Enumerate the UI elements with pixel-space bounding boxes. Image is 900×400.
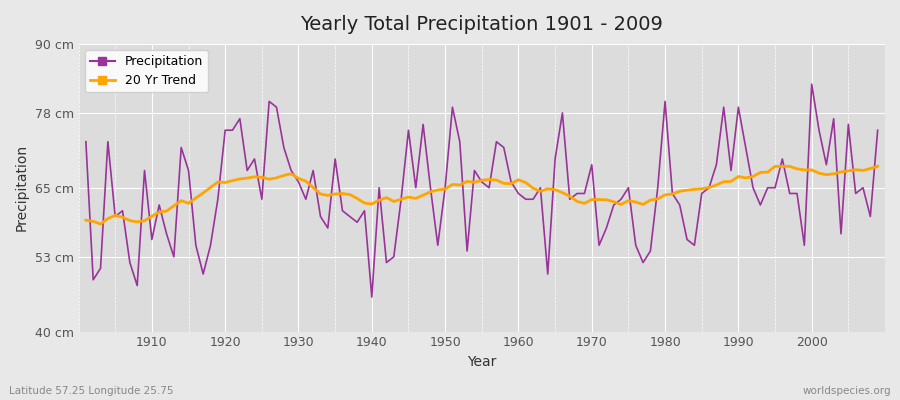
Text: Latitude 57.25 Longitude 25.75: Latitude 57.25 Longitude 25.75	[9, 386, 174, 396]
Legend: Precipitation, 20 Yr Trend: Precipitation, 20 Yr Trend	[85, 50, 208, 92]
Text: worldspecies.org: worldspecies.org	[803, 386, 891, 396]
Y-axis label: Precipitation: Precipitation	[15, 144, 29, 231]
Title: Yearly Total Precipitation 1901 - 2009: Yearly Total Precipitation 1901 - 2009	[301, 15, 663, 34]
X-axis label: Year: Year	[467, 355, 497, 369]
